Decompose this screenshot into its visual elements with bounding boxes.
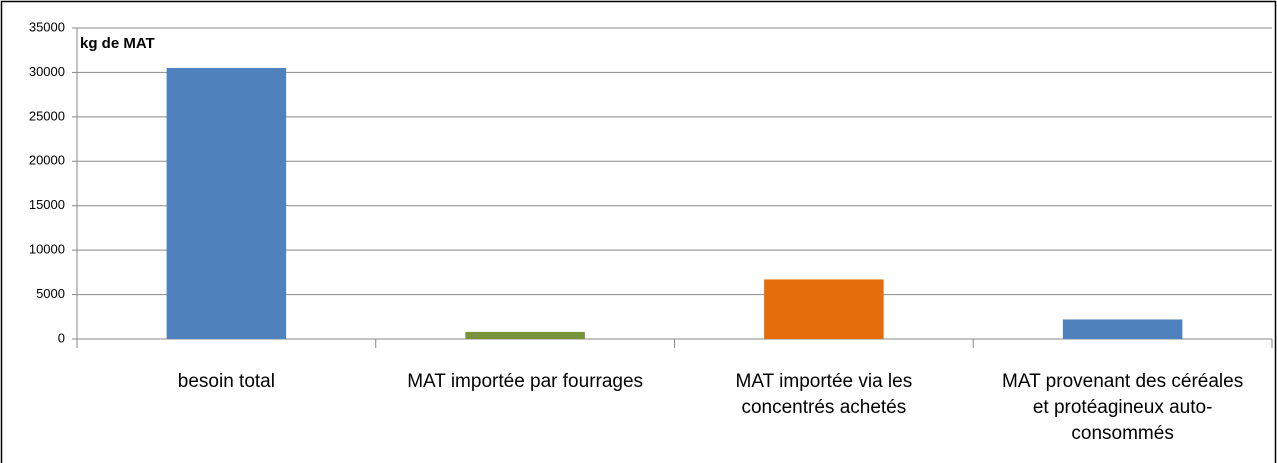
y-axis-label: kg de MAT [80,35,155,52]
y-tick-label: 15000 [29,197,65,212]
x-tick-label: MAT provenant des céréales et protéagine… [1002,371,1244,444]
x-tick-label: besoin total [177,371,275,392]
y-tick-label: 30000 [29,64,65,79]
y-tick-label: 35000 [29,19,65,34]
y-tick-label: 0 [58,330,65,345]
y-tick-label: 5000 [36,286,65,301]
y-tick-label: 10000 [29,242,65,257]
x-tick-label: MAT importée via les concentrés achetés [735,371,913,418]
y-tick-label: 25000 [29,108,65,123]
bar [1062,319,1183,339]
x-tick-label: MAT importée par fourrages [407,371,644,392]
bar [166,67,287,339]
bar [764,279,884,339]
bar [465,331,585,339]
y-tick-label: 20000 [29,153,65,168]
